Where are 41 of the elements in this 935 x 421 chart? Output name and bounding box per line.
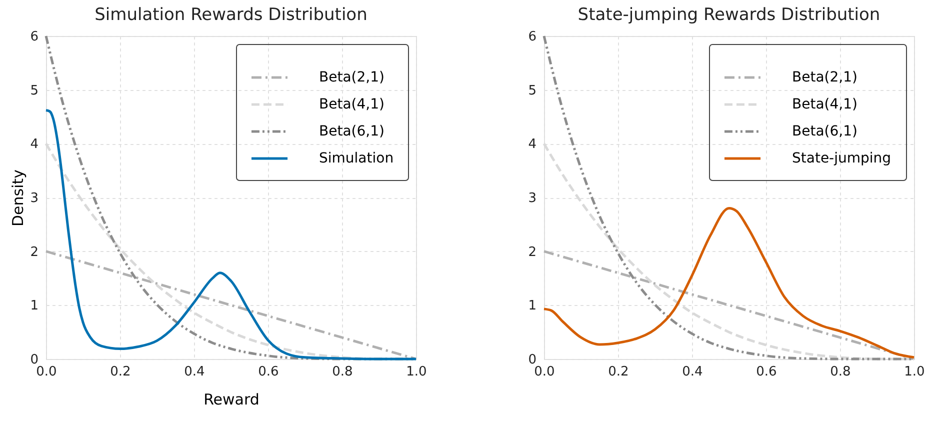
x-tick-label: 0.4 bbox=[184, 364, 205, 380]
x-tick-label: 0.2 bbox=[608, 364, 629, 380]
y-tick-label: 1 bbox=[528, 298, 536, 314]
legend-label: Beta(4,1) bbox=[792, 96, 858, 112]
x-tick-label: 0.8 bbox=[830, 364, 851, 380]
x-tick-label: 0.2 bbox=[110, 364, 131, 380]
y-tick-label: 6 bbox=[30, 30, 38, 44]
y-tick-label: 3 bbox=[30, 191, 38, 206]
y-tick-label: 4 bbox=[528, 137, 536, 152]
x-tick-label: 1.0 bbox=[904, 364, 925, 380]
y-tick-label: 5 bbox=[528, 83, 536, 98]
legend-label: Simulation bbox=[319, 150, 394, 166]
y-tick-label: 0 bbox=[528, 352, 536, 368]
x-tick-label: 1.0 bbox=[406, 364, 427, 380]
y-tick-label: 2 bbox=[528, 244, 536, 260]
y-tick-label: 2 bbox=[30, 244, 38, 260]
legend-label: Beta(6,1) bbox=[792, 124, 858, 140]
y-tick-label: 4 bbox=[30, 137, 38, 152]
chart-title: Simulation Rewards Distribution bbox=[94, 5, 368, 25]
line-series bbox=[542, 207, 916, 359]
chart-title: State-jumping Rewards Distribution bbox=[578, 5, 880, 25]
x-tick-label: 0.4 bbox=[682, 364, 703, 380]
y-axis-title: Density bbox=[9, 169, 28, 227]
legend-label: Beta(2,1) bbox=[792, 70, 858, 86]
x-tick-label: 0.8 bbox=[332, 364, 353, 380]
line-series bbox=[44, 34, 418, 360]
y-tick-label: 1 bbox=[30, 298, 38, 314]
y-tick-label: 3 bbox=[528, 191, 536, 206]
legend-label: Beta(6,1) bbox=[319, 124, 384, 140]
x-tick-label: 0.0 bbox=[36, 364, 57, 380]
legend-label: Beta(2,1) bbox=[319, 70, 384, 86]
legend-label: Beta(4,1) bbox=[319, 96, 384, 112]
x-axis-title: Reward bbox=[204, 390, 260, 408]
y-tick-label: 6 bbox=[528, 30, 536, 44]
y-tick-label: 0 bbox=[30, 352, 38, 368]
y-tick-label: 5 bbox=[30, 83, 38, 98]
x-tick-label: 0.6 bbox=[258, 364, 279, 380]
line-series bbox=[542, 34, 916, 360]
legend-label: State-jumping bbox=[792, 150, 892, 166]
x-tick-label: 0.0 bbox=[534, 364, 555, 380]
x-tick-label: 0.6 bbox=[756, 364, 777, 380]
